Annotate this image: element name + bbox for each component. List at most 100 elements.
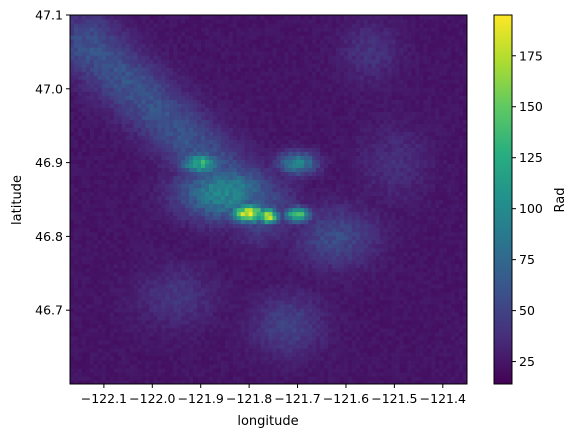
- heatmap-cell: [320, 327, 325, 333]
- heatmap-cell: [415, 247, 420, 253]
- heatmap-cell: [208, 211, 214, 217]
- heatmap-cell: [109, 331, 115, 337]
- heatmap-cell: [371, 271, 377, 277]
- heatmap-cell: [256, 367, 262, 373]
- heatmap-cell: [70, 339, 75, 345]
- heatmap-cell: [85, 191, 91, 197]
- heatmap-cell: [387, 351, 393, 357]
- heatmap-cell: [77, 267, 83, 273]
- heatmap-cell: [435, 223, 440, 229]
- heatmap-cell: [260, 203, 266, 209]
- heatmap-cell: [399, 351, 405, 357]
- heatmap-cell: [177, 311, 182, 317]
- heatmap-cell: [161, 231, 166, 237]
- heatmap-cell: [431, 279, 436, 285]
- heatmap-cell: [121, 371, 127, 377]
- heatmap-cell: [316, 259, 321, 265]
- heatmap-cell: [101, 283, 107, 289]
- heatmap-cell: [371, 363, 377, 369]
- heatmap-cell: [81, 239, 87, 245]
- heatmap-cell: [332, 231, 337, 237]
- heatmap-cell: [228, 247, 234, 253]
- heatmap-cell: [395, 227, 401, 233]
- heatmap-cell: [459, 207, 464, 213]
- heatmap-cell: [435, 283, 440, 289]
- heatmap-cell: [371, 255, 377, 261]
- heatmap-cell: [463, 319, 467, 325]
- heatmap-cell: [343, 279, 349, 285]
- heatmap-cell: [427, 311, 432, 317]
- heatmap-cell: [435, 239, 440, 245]
- heatmap-cell: [379, 351, 385, 357]
- heatmap-cell: [161, 235, 166, 241]
- heatmap-cell: [141, 211, 147, 217]
- heatmap-cell: [149, 239, 154, 245]
- heatmap-cell: [419, 331, 424, 337]
- heatmap-cell: [304, 235, 309, 241]
- heatmap-cell: [232, 211, 238, 217]
- heatmap-cell: [70, 347, 75, 353]
- heatmap-cell: [208, 367, 214, 373]
- heatmap-cell: [109, 307, 115, 313]
- heatmap-cell: [169, 279, 174, 285]
- heatmap-cell: [129, 187, 135, 193]
- heatmap-cell: [355, 351, 361, 357]
- heatmap-cell: [451, 211, 456, 217]
- heatmap-cell: [427, 239, 432, 245]
- heatmap-cell: [121, 199, 127, 205]
- heatmap-cell: [403, 275, 409, 281]
- heatmap-cell: [407, 243, 413, 249]
- heatmap-cell: [288, 347, 293, 353]
- heatmap-cell: [201, 223, 206, 229]
- heatmap-cell: [328, 355, 333, 361]
- heatmap-cell: [189, 247, 194, 253]
- heatmap-cell: [332, 327, 337, 333]
- heatmap-cell: [208, 227, 214, 233]
- heatmap-cell: [193, 223, 198, 229]
- heatmap-cell: [284, 283, 289, 289]
- heatmap-cell: [77, 351, 83, 357]
- heatmap-cell: [105, 339, 111, 345]
- heatmap-cell: [447, 291, 452, 297]
- heatmap-cell: [284, 247, 289, 253]
- heatmap-cell: [169, 359, 174, 365]
- heatmap-cell: [161, 307, 166, 313]
- heatmap-cell: [153, 191, 158, 197]
- heatmap-cell: [363, 371, 369, 377]
- heatmap-cell: [427, 335, 432, 341]
- heatmap-cell: [141, 235, 147, 241]
- heatmap-cell: [153, 239, 158, 245]
- heatmap-cell: [435, 371, 440, 377]
- heatmap-cell: [316, 191, 321, 197]
- heatmap-cell: [300, 299, 305, 305]
- heatmap-cell: [391, 363, 397, 369]
- heatmap-cell: [149, 251, 154, 257]
- heatmap-cell: [351, 207, 357, 213]
- heatmap-cell: [73, 379, 79, 384]
- heatmap-cell: [109, 343, 115, 349]
- heatmap-cell: [328, 375, 333, 381]
- heatmap-cell: [399, 271, 405, 277]
- heatmap-cell: [141, 219, 147, 225]
- heatmap-cell: [459, 271, 464, 277]
- heatmap-cell: [137, 299, 143, 305]
- heatmap-cell: [97, 367, 103, 373]
- heatmap-cell: [117, 363, 123, 369]
- heatmap-cell: [93, 323, 99, 329]
- heatmap-cell: [97, 223, 103, 229]
- heatmap-cell: [236, 315, 242, 321]
- heatmap-cell: [316, 315, 321, 321]
- heatmap-cell: [169, 271, 174, 277]
- heatmap-cell: [224, 311, 230, 317]
- heatmap-cell: [216, 183, 222, 189]
- heatmap-cell: [339, 295, 345, 301]
- heatmap-cell: [93, 319, 99, 325]
- heatmap-cell: [141, 323, 147, 329]
- heatmap-cell: [216, 219, 222, 225]
- heatmap-cell: [81, 223, 87, 229]
- heatmap-cell: [292, 191, 297, 197]
- heatmap-cell: [276, 319, 282, 325]
- heatmap-cell: [435, 299, 440, 305]
- heatmap-cell: [93, 327, 99, 333]
- heatmap-cell: [347, 195, 353, 201]
